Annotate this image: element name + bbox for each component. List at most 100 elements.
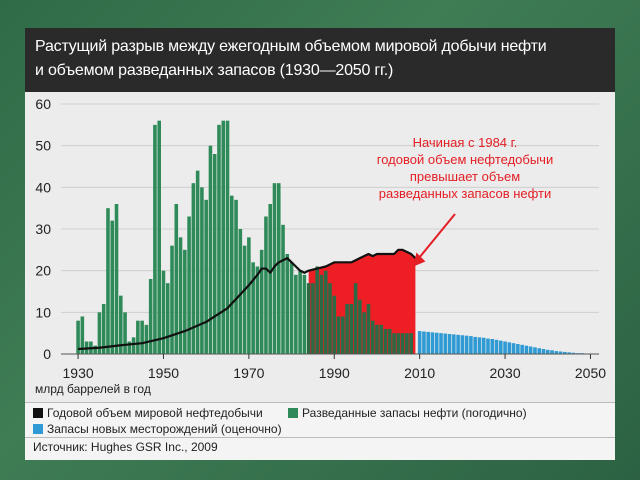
future-bar	[460, 335, 465, 354]
discovery-bar	[212, 154, 217, 354]
discovery-bar	[204, 199, 208, 354]
discovery-bar	[157, 120, 161, 355]
discovery-bar	[281, 224, 285, 354]
discovery-bar	[341, 316, 345, 354]
legend-label-production: Годовой объем мировой нефтедобычи	[47, 406, 263, 420]
discovery-bar	[319, 274, 324, 354]
discovery-bar	[136, 320, 140, 354]
x-tick-label: 1990	[319, 365, 350, 381]
discovery-bar	[315, 266, 319, 354]
chart-title-line-1: Растущий разрыв между ежегодным объемом …	[35, 38, 547, 55]
y-tick-label: 10	[35, 304, 51, 320]
future-bar	[503, 341, 507, 354]
discovery-bar	[242, 245, 247, 354]
discovery-bar	[264, 216, 268, 354]
future-bar	[524, 345, 529, 354]
discovery-bar	[140, 320, 144, 354]
discovery-bar	[221, 120, 226, 355]
discovery-bar	[106, 208, 110, 354]
discovery-bar	[183, 249, 187, 354]
future-bar	[426, 331, 430, 354]
x-tick-label: 2030	[489, 365, 520, 381]
x-tick-label: 2010	[404, 365, 435, 381]
discovery-bar	[375, 324, 379, 354]
x-tick-label: 2050	[575, 365, 606, 381]
legend-item-discoveries: Разведанные запасы нефти (погодично)	[288, 406, 527, 420]
future-bar	[533, 347, 537, 354]
x-tick-label: 1950	[148, 365, 179, 381]
y-tick-label: 30	[35, 221, 51, 237]
discovery-bar	[323, 270, 328, 354]
discovery-bar	[153, 124, 157, 354]
future-bar	[447, 334, 452, 354]
discovery-bar	[345, 304, 349, 354]
chart-title-line-2: и объемом разведанных запасов (1930—2050…	[35, 62, 394, 79]
legend-label-discoveries: Разведанные запасы нефти (погодично)	[302, 406, 527, 420]
future-bar	[528, 346, 533, 354]
chart-figure: Растущий разрыв между ежегодным объемом …	[25, 28, 615, 460]
legend-swatch-production	[33, 408, 43, 418]
chart-panel: 0 10 20 30 40 50 60 1930 1950 1970 1990 2010 2030 205…	[25, 92, 615, 402]
future-bar	[481, 337, 486, 354]
discovery-bar	[289, 262, 294, 354]
future-bar	[434, 332, 439, 354]
annotation-arrow-line	[418, 213, 456, 259]
y-tick-label: 40	[35, 179, 51, 195]
discovery-bar	[144, 324, 149, 354]
future-bar	[469, 336, 473, 354]
future-bar	[443, 333, 448, 354]
future-bar	[464, 335, 469, 354]
discovery-bar	[332, 295, 337, 354]
discovery-bar	[234, 199, 238, 354]
y-tick-label: 60	[35, 96, 51, 112]
future-bar	[452, 334, 456, 354]
discovery-bar	[383, 329, 388, 354]
discovery-bar	[191, 183, 196, 354]
legend-row-1: Годовой объем мировой нефтедобычи Развед…	[33, 406, 549, 420]
legend-row-2: Запасы новых месторождений (оценочно)	[33, 422, 304, 436]
future-bar	[430, 332, 435, 354]
discovery-bar	[127, 341, 132, 354]
discovery-bar	[294, 274, 298, 354]
discovery-bar	[272, 183, 277, 354]
y-tick-label: 0	[43, 346, 51, 362]
discovery-bar	[161, 270, 166, 354]
future-bar	[537, 348, 542, 354]
discovery-bar	[298, 270, 302, 354]
future-bar	[490, 339, 495, 354]
discovery-bar	[405, 333, 409, 354]
annotation-text: Начиная с 1984 г.	[413, 135, 518, 150]
discovery-bar	[366, 304, 371, 354]
production-line	[78, 248, 417, 351]
legend-swatch-future	[33, 424, 43, 434]
discovery-bar	[358, 299, 362, 354]
discovery-bar	[396, 333, 401, 354]
future-bar	[499, 340, 503, 354]
discovery-bar	[353, 283, 358, 354]
discovery-bar	[306, 283, 311, 354]
discovery-bar	[101, 304, 106, 354]
future-bar	[520, 344, 524, 354]
x-axis-label: млрд баррелей в год	[35, 382, 151, 396]
future-bar	[456, 334, 460, 354]
discovery-bar	[200, 187, 204, 354]
discovery-bar	[400, 333, 405, 354]
future-bar	[545, 349, 550, 354]
discovery-bar	[285, 254, 290, 354]
discovery-bar	[255, 266, 260, 354]
annotation-text: годовой объем нефтедобычи	[377, 152, 553, 167]
future-bar	[486, 338, 490, 354]
discovery-bar	[110, 220, 115, 354]
discovery-bar	[76, 320, 80, 354]
discovery-bar	[178, 237, 183, 354]
discovery-bar	[370, 320, 375, 354]
discovery-bar	[93, 345, 97, 354]
future-bar	[422, 331, 426, 354]
discovery-bar	[238, 229, 243, 354]
discovery-bar	[165, 283, 170, 354]
future-bar	[563, 351, 567, 354]
future-bar	[554, 351, 559, 354]
annotation-text: разведанных запасов нефти	[379, 186, 552, 201]
future-bar	[439, 333, 443, 354]
